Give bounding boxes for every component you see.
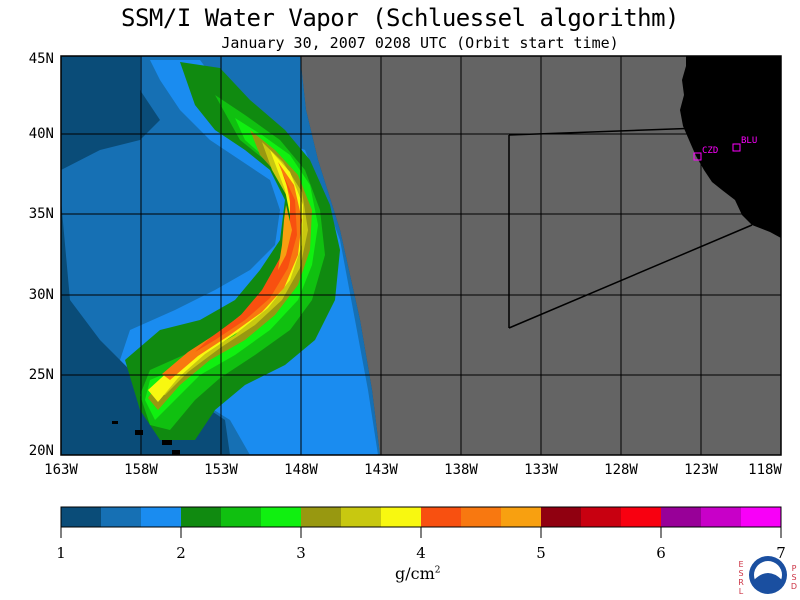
- colorbar-label-1: 1: [56, 544, 66, 562]
- colorbar-swatch: [421, 507, 462, 527]
- colorbar-label-6: 6: [656, 544, 666, 562]
- colorbar-swatch: [741, 507, 782, 527]
- lat-label-30n: 30N: [28, 287, 54, 303]
- colorbar-swatch: [581, 507, 622, 527]
- lat-label-35n: 35N: [28, 206, 54, 222]
- map-frame: [60, 55, 782, 456]
- logo-org: NOAA: [758, 567, 778, 574]
- colorbar-swatch: [501, 507, 542, 527]
- lon-label-123w: 123W: [684, 462, 718, 478]
- colorbar-swatch: [661, 507, 702, 527]
- lat-label-20n: 20N: [28, 443, 54, 459]
- lat-label-45n: 45N: [28, 51, 54, 67]
- colorbar-swatch: [221, 507, 262, 527]
- map-subtitle: January 30, 2007 0208 UTC (Orbit start t…: [221, 34, 619, 52]
- colorbar-swatch: [461, 507, 502, 527]
- lon-label-133w: 133W: [524, 462, 558, 478]
- colorbar-swatch: [621, 507, 662, 527]
- lon-label-138w: 138W: [444, 462, 478, 478]
- colorbar-swatch: [701, 507, 742, 527]
- map-title: SSM/I Water Vapor (Schluessel algorithm): [121, 4, 679, 32]
- colorbar-swatch: [341, 507, 382, 527]
- colorbar-label-2: 2: [176, 544, 186, 562]
- colorbar-swatch: [301, 507, 342, 527]
- colorbar-label-3: 3: [296, 544, 306, 562]
- station-blu: [732, 143, 741, 152]
- lon-label-163w: 163W: [44, 462, 78, 478]
- colorbar-swatch: [141, 507, 182, 527]
- station-label-czd: CZD: [702, 146, 719, 156]
- colorbar-label-4: 4: [416, 544, 426, 562]
- colorbar-label-7: 7: [776, 544, 786, 562]
- lon-label-143w: 143W: [364, 462, 398, 478]
- colorbar-swatch: [381, 507, 422, 527]
- lon-label-153w: 153W: [204, 462, 238, 478]
- lon-label-148w: 148W: [284, 462, 318, 478]
- lon-label-118w: 118W: [748, 462, 782, 478]
- lon-label-128w: 128W: [604, 462, 638, 478]
- noaa-logo: [749, 556, 787, 594]
- station-czd: [693, 152, 702, 161]
- colorbar-swatch: [181, 507, 222, 527]
- colorbar-swatch: [61, 507, 102, 527]
- graticule: [61, 56, 781, 455]
- colorbar-unit: g/cm2: [395, 564, 441, 583]
- colorbar-swatch: [101, 507, 142, 527]
- lat-label-40n: 40N: [28, 126, 54, 142]
- colorbar: [61, 507, 782, 527]
- colorbar-swatch: [261, 507, 302, 527]
- lon-label-158w: 158W: [124, 462, 158, 478]
- colorbar-ticks: [60, 527, 782, 538]
- station-label-blu: BLU: [741, 136, 758, 146]
- lat-label-25n: 25N: [28, 367, 54, 383]
- colorbar-label-5: 5: [536, 544, 546, 562]
- hawaii-islands: [112, 421, 180, 455]
- land-california: [680, 56, 781, 238]
- colorbar-swatch: [541, 507, 582, 527]
